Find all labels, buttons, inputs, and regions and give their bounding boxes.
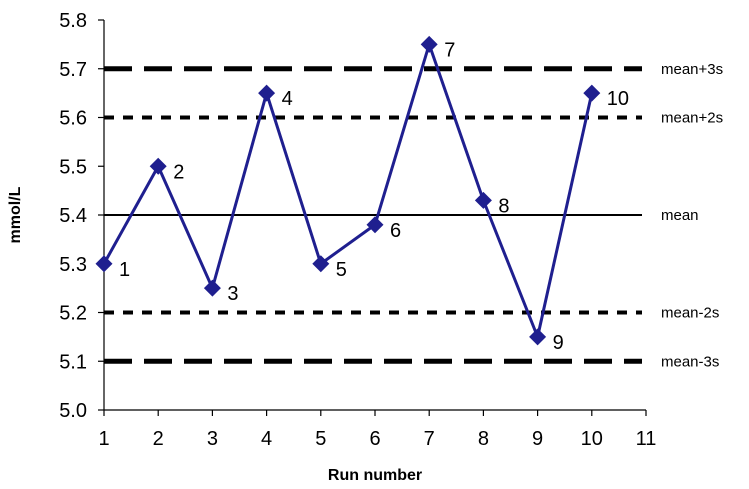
data-point-marker: [366, 216, 384, 234]
y-tick-label: 5.5: [59, 156, 87, 178]
data-point-label: 7: [444, 39, 455, 61]
y-tick-label: 5.2: [59, 303, 87, 325]
data-point-marker: [95, 255, 113, 273]
data-point-label: 4: [282, 88, 293, 110]
data-point-label: 2: [173, 161, 184, 183]
series-run-values: [95, 35, 601, 346]
x-tick-label: 4: [261, 428, 272, 450]
x-tick-label: 6: [369, 428, 380, 450]
x-tick-label: 7: [424, 428, 435, 450]
data-point-marker: [420, 35, 438, 53]
data-point-marker: [529, 328, 547, 346]
data-point-label: 3: [227, 283, 238, 305]
data-point-label: 1: [119, 259, 130, 281]
data-point-label: 5: [336, 259, 347, 281]
y-tick-label: 5.8: [59, 10, 87, 32]
reference-label: mean+2s: [661, 110, 723, 127]
data-point-marker: [149, 157, 167, 175]
x-axis-title: Run number: [328, 467, 422, 484]
data-point-marker: [312, 255, 330, 273]
x-tick-label: 5: [315, 428, 326, 450]
y-tick-label: 5.7: [59, 59, 87, 81]
x-tick-label: 10: [581, 428, 603, 450]
x-tick-label: 2: [153, 428, 164, 450]
x-tick-label: 9: [532, 428, 543, 450]
data-point-marker: [583, 84, 601, 102]
y-tick-label: 5.3: [59, 254, 87, 276]
x-tick-label: 3: [207, 428, 218, 450]
x-tick-label: 11: [636, 428, 657, 450]
reference-label: mean: [661, 207, 699, 224]
reference-label: mean-2s: [661, 305, 719, 322]
reference-label: mean-3s: [661, 353, 719, 370]
data-point-label: 8: [498, 195, 509, 217]
point-labels: 1 2 3 4 5 6 7 8 9 10: [119, 39, 629, 354]
y-axis-title: mmol/L: [7, 186, 24, 243]
reference-lines: [104, 66, 642, 364]
y-tick-label: 5.1: [59, 351, 87, 373]
reference-label: mean+3s: [661, 61, 723, 78]
data-point-label: 9: [553, 332, 564, 354]
data-point-label: 6: [390, 220, 401, 242]
x-ticks: 1 2 3 4 5 6 7 8 9 10 11: [98, 410, 656, 450]
x-tick-label: 8: [478, 428, 489, 450]
data-point-marker: [203, 279, 221, 297]
data-point-marker: [258, 84, 276, 102]
y-tick-label: 5.6: [59, 108, 87, 130]
reference-line-labels: mean+3s mean+2s mean mean-2s mean-3s: [661, 61, 723, 371]
y-tick-label: 5.4: [59, 205, 87, 227]
data-point-label: 10: [607, 88, 629, 110]
series-line: [102, 42, 594, 339]
y-tick-label: 5.0: [59, 400, 87, 422]
x-tick-label: 1: [98, 428, 109, 450]
y-ticks: 5.0 5.1 5.2 5.3 5.4 5.5 5.6 5.7 5.8: [59, 10, 104, 422]
data-point-marker: [474, 191, 492, 209]
